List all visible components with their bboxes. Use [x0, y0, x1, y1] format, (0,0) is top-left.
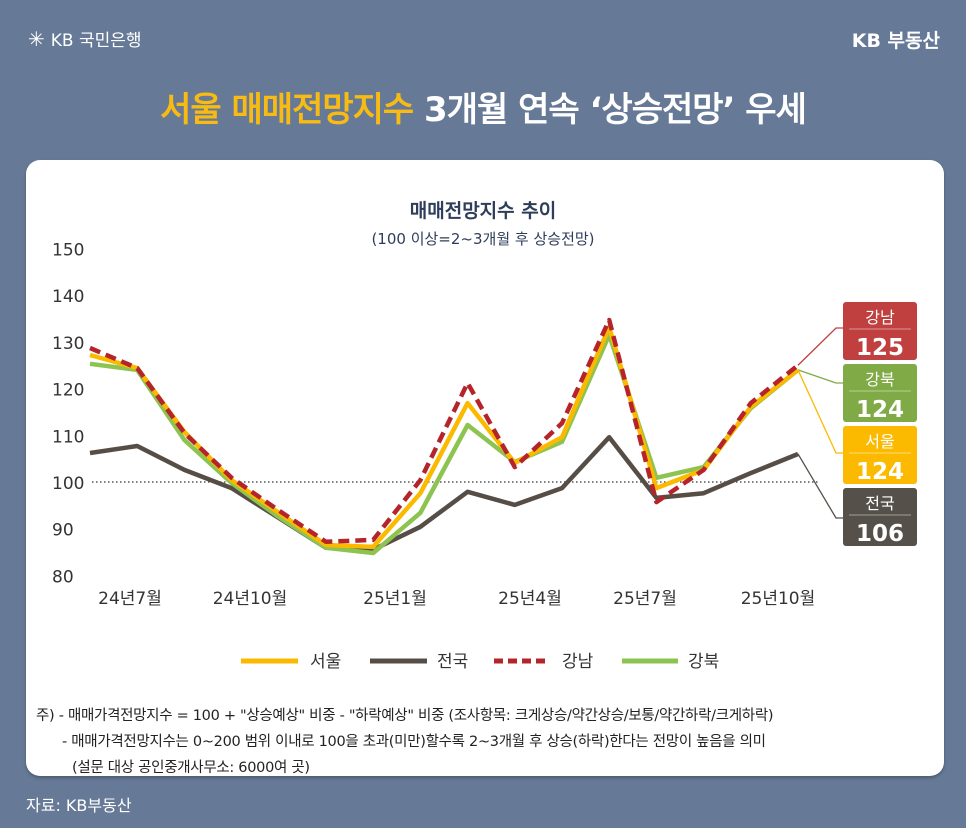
end-box-value: 124	[856, 397, 904, 423]
note-line-3: (설문 대상 공인중개사무소: 6000여 곳)	[72, 760, 310, 776]
end-label-box-강북: 강북 124	[843, 364, 917, 423]
x-tick-label: 24년10월	[213, 589, 288, 609]
note-line-1: 주) - 매매가격전망지수 = 100 + "상승예상" 비중 - "하락예상"…	[36, 708, 774, 724]
brand-label: KB 부동산	[851, 30, 940, 52]
end-box-bg	[843, 364, 917, 422]
end-box-value: 106	[856, 521, 904, 547]
end-box-name: 강북	[865, 370, 894, 389]
headline: 서울 매매전망지수 3개월 연속 ‘상승전망’ 우세	[0, 82, 966, 131]
chart-subtitle: (100 이상=2~3개월 후 상승전망)	[371, 230, 595, 248]
end-label-box-전국: 전국 106	[843, 488, 917, 547]
x-tick-label: 25년4월	[498, 589, 562, 609]
end-box-name: 서울	[865, 432, 894, 451]
y-tick-label: 90	[52, 521, 74, 541]
x-tick-label: 25년7월	[613, 589, 677, 609]
note-line-2: - 매매가격전망지수는 0~200 범위 이내로 100을 초과(미만)할수록 …	[62, 734, 766, 750]
connector-line	[797, 369, 843, 384]
end-box-name: 전국	[865, 494, 894, 513]
connector-line	[797, 453, 843, 519]
y-tick-label: 140	[52, 287, 84, 307]
x-tick-label: 24년7월	[98, 589, 162, 609]
legend-label-강북: 강북	[688, 652, 719, 672]
y-tick-label: 150	[52, 241, 84, 261]
x-tick-label: 25년1월	[363, 589, 427, 609]
logo-text: KB 국민은행	[50, 31, 142, 51]
series-line-강북	[89, 332, 800, 556]
kb-kookmin-logo: ✳ KB 국민은행	[28, 26, 142, 52]
chart-title: 매매전망지수 추이	[409, 200, 557, 222]
connector-line	[797, 369, 843, 454]
end-box-bg	[843, 488, 917, 546]
y-tick-label: 80	[52, 567, 74, 587]
series-line-전국	[89, 434, 799, 552]
y-tick-label: 130	[52, 334, 84, 354]
y-tick-label: 120	[52, 381, 84, 401]
x-tick-label: 25년10월	[741, 589, 816, 609]
end-box-name: 강남	[865, 308, 895, 327]
y-tick-label: 110	[52, 427, 84, 447]
legend-label-서울: 서울	[310, 652, 341, 672]
headline-highlight: 서울 매매전망지수	[160, 90, 414, 130]
end-label-box-강남: 강남 125	[843, 302, 917, 361]
end-box-bg	[843, 426, 917, 484]
series-line-서울	[89, 324, 800, 550]
source-label: 자료: KB부동산	[26, 796, 132, 815]
end-label-box-서울: 서울 124	[843, 426, 917, 485]
legend-label-전국: 전국	[437, 652, 468, 672]
connector-line	[797, 327, 843, 366]
end-box-value: 124	[856, 459, 904, 485]
headline-rest: 3개월 연속 ‘상승전망’ 우세	[424, 90, 807, 130]
end-box-value: 125	[856, 335, 904, 361]
end-box-bg	[843, 302, 917, 360]
legend-label-강남: 강남	[562, 652, 594, 672]
y-tick-label: 100	[52, 474, 84, 494]
star-icon: ✳	[28, 26, 45, 51]
